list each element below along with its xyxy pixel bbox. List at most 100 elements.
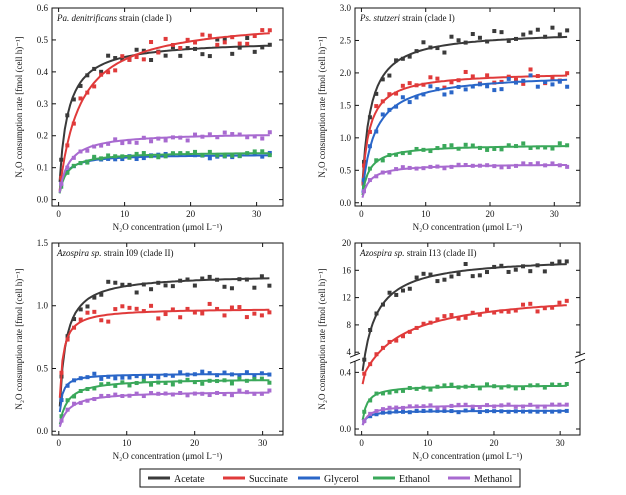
data-point [528,301,533,306]
data-point [106,393,111,398]
data-point [222,36,227,41]
data-point [407,81,412,86]
data-point [207,371,212,376]
data-point [380,302,385,307]
data-point [244,277,249,282]
data-point [215,135,220,140]
data-point [428,45,433,50]
data-point [113,154,118,159]
data-point [367,166,372,171]
data-point [542,385,547,390]
data-point [421,385,426,390]
data-point [207,54,212,59]
data-point [65,383,70,388]
data-point [178,151,183,156]
data-point [193,40,198,45]
data-point [492,146,497,151]
data-point [127,140,132,145]
x-tick-label: 20 [190,438,200,448]
data-point [414,275,419,280]
data-point [156,155,161,160]
legend: Acetate Succinate Glycerol Ethanol Methanol [139,468,521,488]
data-point [528,269,533,274]
data-point [513,163,518,168]
data-point [374,129,379,134]
data-point [222,378,227,383]
plot-frame [51,242,284,436]
data-point [463,384,468,389]
data-point [65,407,70,412]
data-point [141,282,146,287]
data-point [442,383,447,388]
data-point [484,307,489,312]
y-tick-label: 0.4 [37,67,49,77]
data-point [499,409,504,414]
data-point [565,71,570,76]
data-point [192,283,197,288]
axis-break-gap [351,355,359,362]
data-point [78,96,83,101]
data-point [156,375,161,380]
y-axis-label: N₂O consumption rate [fmol (cell h)⁻¹] [14,268,24,409]
data-point [414,404,419,409]
data-point [449,382,454,387]
data-point [394,338,399,343]
data-point [72,394,77,399]
data-point [113,383,118,388]
data-point [259,376,264,381]
data-point [414,95,419,100]
data-point [387,170,392,175]
data-point [163,36,168,41]
data-point [185,151,190,156]
data-point [72,317,77,322]
data-point [185,372,190,377]
data-point [421,82,426,87]
series-ethanol [58,376,272,425]
data-point [387,339,392,344]
data-point [394,104,399,109]
data-point [78,389,83,394]
data-point [193,46,198,51]
data-point [92,295,97,300]
data-point [65,165,70,170]
data-point [367,178,372,183]
data-point [435,408,440,413]
data-point [435,317,440,322]
data-point [192,380,197,385]
data-point [400,405,405,410]
data-point [449,313,454,318]
data-point [215,379,220,384]
data-point [428,403,433,408]
data-point [550,161,555,166]
data-point [470,84,475,89]
data-point [477,145,482,150]
data-point [506,402,511,407]
data-point [215,277,220,282]
data-point [127,282,132,287]
data-point [400,165,405,170]
data-point [229,393,234,398]
data-point [442,92,447,97]
data-point [120,57,125,62]
data-point [463,87,468,92]
data-point [163,154,168,159]
data-point [470,143,475,148]
data-point [513,36,518,41]
data-point [222,40,227,45]
x-tick-label: 10 [421,209,431,219]
panel-title: Azospira sp. strain I09 (clade II) [56,248,173,258]
data-point [414,83,419,88]
data-point [170,45,175,50]
data-point [200,32,205,37]
data-point [222,154,227,159]
data-point [178,391,183,396]
fit-curve-acetate [58,277,270,407]
data-point [394,409,399,414]
panel-title-species: Pa. denitrificans [56,13,117,23]
data-point [229,381,234,386]
data-point [463,69,468,74]
data-point [99,156,104,161]
data-point [521,161,526,166]
y-tick-label: 16 [342,265,352,275]
panel-title-species: Azospira sp. [359,248,405,258]
